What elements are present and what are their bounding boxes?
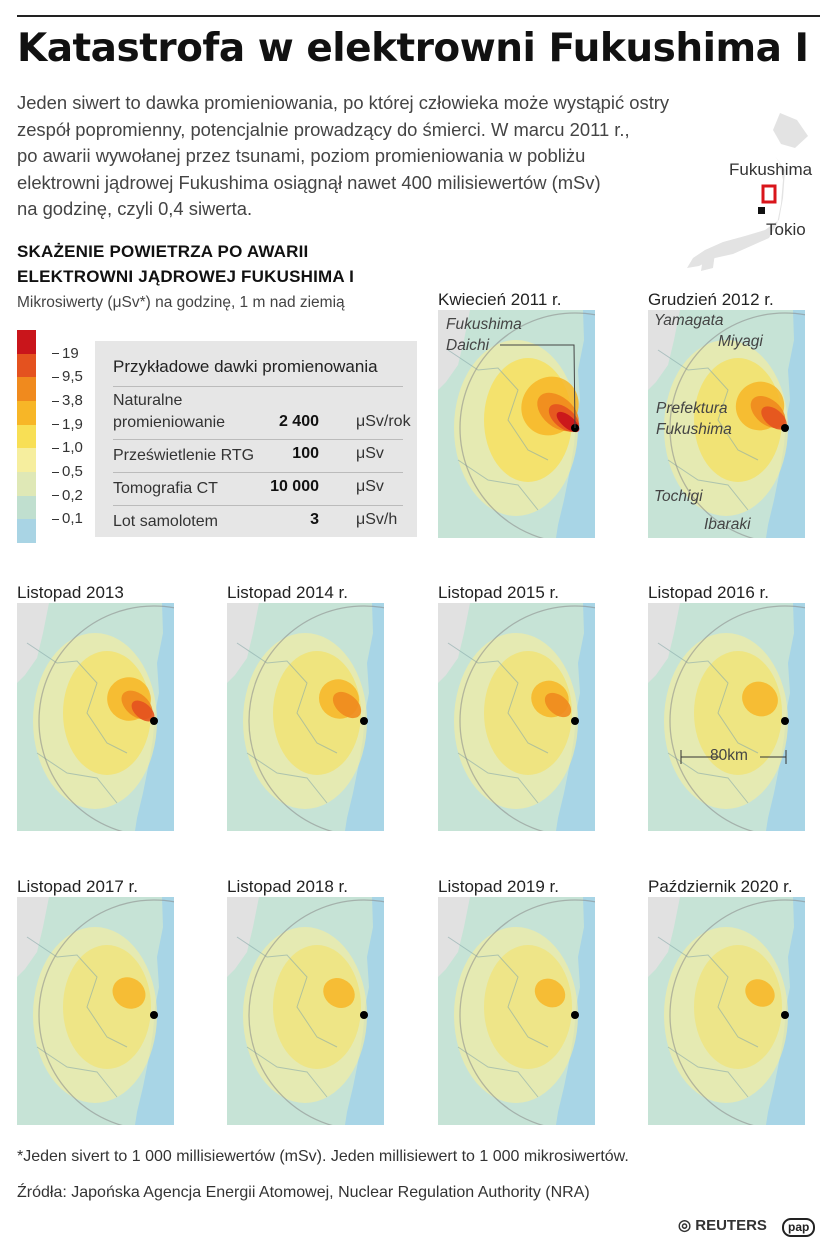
panel-title: Listopad 2019 r. — [438, 877, 559, 896]
panel-title: Październik 2020 r. — [648, 877, 793, 896]
dose-unit: μSv/rok — [356, 413, 411, 430]
dose-row: Prześwietlenie RTG 100 μSv — [113, 439, 403, 474]
legend-label: 0,1 — [52, 510, 83, 527]
panel-title: Listopad 2016 r. — [648, 583, 769, 602]
map-region-label: Tochigi — [654, 488, 703, 505]
contamination-map — [227, 897, 384, 1125]
pap-logo: pap — [782, 1218, 816, 1237]
section-title: SKAŻENIE POWIETRZA PO AWARII ELEKTROWNI … — [17, 239, 354, 289]
dose-name: Prześwietlenie RTG — [113, 447, 255, 464]
legend-label: 1,9 — [52, 416, 83, 433]
legend-swatch — [17, 495, 36, 520]
plant-marker — [781, 717, 789, 725]
dose-box-title: Przykładowe dawki promienowania — [113, 357, 378, 376]
contamination-map — [438, 603, 595, 831]
map-region-label: Fukushima Daichi — [446, 316, 522, 354]
panel-title: Listopad 2015 r. — [438, 583, 559, 602]
intro-text: Jeden siwert to dawka promieniowania, po… — [17, 90, 807, 223]
plant-marker — [150, 717, 158, 725]
contamination-map — [648, 897, 805, 1125]
intro-line: elektrowni jądrowej Fukushima osiągnął n… — [17, 171, 601, 193]
panel-title: Grudzień 2012 r. — [648, 290, 774, 309]
legend-label: 1,0 — [52, 439, 83, 456]
reuters-logo: ◎ REUTERS — [678, 1217, 767, 1234]
intro-line: na godzinę, czyli 0,4 siwerta. — [17, 198, 253, 219]
dose-value: 3 — [310, 511, 319, 528]
top-rule — [17, 15, 820, 17]
intro-line: zespół popromienny, potencjalnie prowadz… — [17, 118, 630, 140]
map-region-label: Prefektura Fukushima — [656, 400, 732, 438]
plant-marker — [150, 1011, 158, 1019]
legend-label: 9,5 — [52, 368, 83, 385]
legend-swatch — [17, 377, 36, 402]
contamination-map — [17, 897, 174, 1125]
locator-label-fukushima: Fukushima — [729, 160, 813, 179]
map-region-label: Ibaraki — [704, 516, 751, 533]
dose-row: Tomografia CT 10 000 μSv — [113, 472, 403, 507]
footnote: *Jeden sivert to 1 000 millisiewertów (m… — [17, 1148, 629, 1165]
legend-label: 0,5 — [52, 463, 83, 480]
intro-line: po awarii wywołanej przez tsunami, pozio… — [17, 145, 586, 166]
panel-title: Listopad 2018 r. — [227, 877, 348, 896]
section-title-line: ELEKTROWNI JĄDROWEJ FUKUSHIMA I — [17, 267, 355, 286]
dose-row: Lot samolotem 3 μSv/h — [113, 505, 403, 536]
legend-swatch — [17, 330, 36, 355]
source-note: Źródła: Japońska Agencja Energii Atomowe… — [17, 1184, 590, 1201]
dose-unit: μSv — [356, 478, 384, 495]
panel-title: Kwiecień 2011 r. — [438, 290, 562, 309]
plant-marker — [571, 424, 579, 432]
contamination-map — [17, 603, 174, 831]
page-title: Katastrofa w elektrowni Fukushima I — [17, 26, 809, 71]
locator-label-tokio: Tokio — [766, 220, 806, 239]
map-region-label: Miyagi — [718, 333, 763, 350]
plant-marker — [781, 1011, 789, 1019]
scale-label: 80km — [710, 747, 748, 764]
panel-title: Listopad 2013 — [17, 583, 124, 602]
legend-label: 0,2 — [52, 487, 83, 504]
contamination-map — [438, 897, 595, 1125]
plant-marker — [360, 1011, 368, 1019]
plant-marker — [360, 717, 368, 725]
dose-row: Naturalne promieniowanie 2 400 μSv/rok — [113, 386, 411, 449]
dose-name: Tomografia CT — [113, 480, 218, 497]
plant-marker — [571, 717, 579, 725]
legend-swatch — [17, 424, 36, 449]
dose-unit: μSv — [356, 445, 384, 462]
dose-examples-box: Przykładowe dawki promienowania Naturaln… — [95, 341, 417, 537]
intro-line: Jeden siwert to dawka promieniowania, po… — [17, 92, 670, 113]
japan-locator-map — [687, 113, 808, 271]
legend-swatch — [17, 448, 36, 473]
locator-fukushima-box — [761, 184, 777, 204]
legend-label: 19 — [52, 345, 79, 362]
dose-name: Lot samolotem — [113, 513, 218, 530]
dose-unit: μSv/h — [356, 511, 398, 528]
legend-swatch — [17, 401, 36, 426]
dose-value: 2 400 — [278, 413, 319, 430]
locator-tokio-marker — [758, 207, 765, 214]
panel-title: Listopad 2017 r. — [17, 877, 138, 896]
section-title-line: SKAŻENIE POWIETRZA PO AWARII — [17, 242, 309, 261]
legend-swatch — [17, 472, 36, 497]
contamination-map — [227, 603, 384, 831]
dose-value: 100 — [292, 445, 319, 462]
contamination-map — [648, 603, 805, 831]
panel-title: Listopad 2014 r. — [227, 583, 348, 602]
plant-marker — [571, 1011, 579, 1019]
reuters-text: REUTERS — [695, 1217, 767, 1234]
legend-swatch — [17, 519, 36, 544]
plant-marker — [781, 424, 789, 432]
units-label: Mikrosiwerty (μSv*) na godzinę, 1 m nad … — [17, 294, 345, 311]
dose-name: Naturalne promieniowanie — [113, 392, 226, 431]
legend-label: 3,8 — [52, 392, 83, 409]
color-legend: 19 9,5 3,8 1,9 1,0 0,5 0,2 0,1 — [17, 330, 83, 544]
contamination-map — [648, 310, 805, 538]
dose-value: 10 000 — [270, 478, 319, 495]
map-region-label: Yamagata — [654, 312, 724, 329]
legend-swatch — [17, 353, 36, 378]
